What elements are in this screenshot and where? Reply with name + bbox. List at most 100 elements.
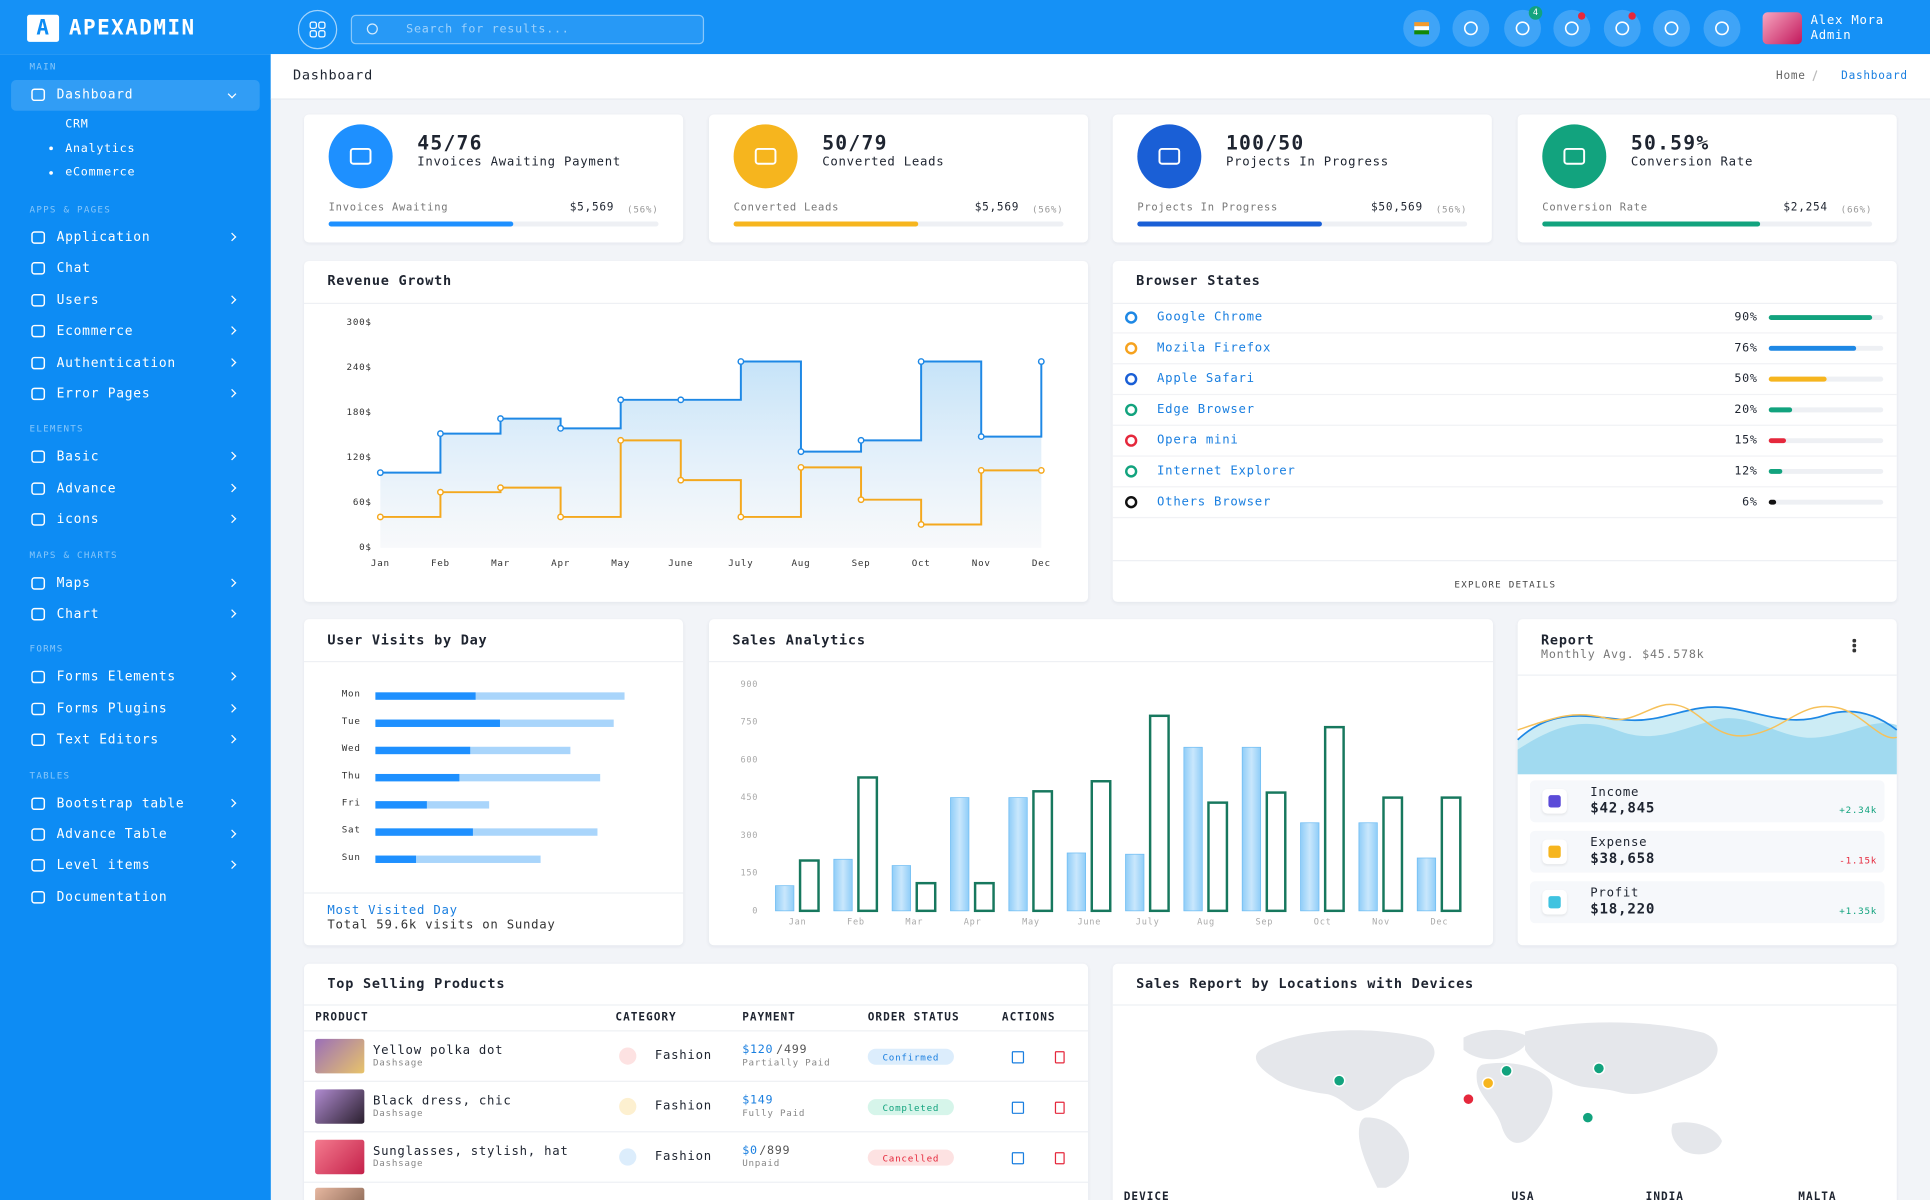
menu-dot[interactable]	[1852, 643, 1856, 647]
sidebar-icon-shape	[31, 450, 46, 464]
sales-bar	[1125, 853, 1145, 912]
sidebar-item[interactable]: Users	[56, 292, 100, 308]
payment-total: /499	[776, 1043, 808, 1057]
stat-card: 50/79 Converted Leads Converted Leads (56%)…	[708, 114, 1089, 243]
browser-name[interactable]: Apple Safari	[1157, 372, 1255, 386]
sidebar-item[interactable]: Chart	[56, 606, 100, 622]
card-title: Sales Analytics	[732, 632, 866, 649]
browser-name[interactable]: Mozila Firefox	[1157, 341, 1272, 356]
browser-card: Browser States Google Chrome 90% Mozila Fir…	[1112, 260, 1897, 602]
sidebar-item[interactable]: Ecommerce	[56, 323, 134, 339]
apps-icon-cell	[318, 21, 326, 29]
header-icon-button[interactable]: 4	[1504, 6, 1543, 47]
stat-value: 45/76	[417, 131, 483, 155]
stat-progress-bar	[1137, 221, 1323, 227]
sales-bar	[1265, 791, 1287, 913]
search-icon	[366, 23, 378, 35]
x-tick-label: Nov	[1372, 917, 1390, 927]
apps-icon-cell	[309, 30, 317, 38]
sidebar-icon	[31, 671, 46, 684]
sidebar-icon-shape	[31, 513, 46, 526]
sales-bar	[1382, 796, 1404, 913]
sidebar-item[interactable]: Text Editors	[56, 732, 159, 748]
menu-dot[interactable]	[1852, 648, 1856, 652]
y-tick-label: 60$	[353, 497, 372, 508]
delete-action[interactable]	[1054, 1101, 1065, 1114]
delete-action[interactable]	[1054, 1051, 1065, 1064]
continent	[1671, 1122, 1722, 1155]
edit-action[interactable]	[1011, 1051, 1025, 1064]
sidebar-item[interactable]: Maps	[56, 575, 91, 591]
sidebar-item[interactable]: Advance Table	[56, 827, 168, 842]
sidebar-icon-shape	[31, 356, 46, 369]
sidebar-subitem[interactable]: Analytics	[65, 141, 136, 156]
search-box[interactable]: Search for results...	[350, 14, 705, 45]
browser-name[interactable]: Internet Explorer	[1157, 464, 1296, 479]
sidebar-item[interactable]: Authentication	[56, 355, 176, 370]
order-status: Completed	[882, 1101, 940, 1113]
visit-bar	[375, 746, 471, 755]
y-tick-label: Thu	[342, 770, 361, 781]
sidebar-item[interactable]: Documentation	[56, 889, 168, 905]
sidebar-item[interactable]: Forms Plugins	[56, 701, 168, 717]
header-icon-button[interactable]	[1703, 9, 1741, 47]
world-map	[1255, 1022, 1722, 1188]
browser-name[interactable]: Opera mini	[1157, 433, 1239, 448]
sidebar-subitem[interactable]: CRM	[65, 117, 89, 132]
menu-dot[interactable]	[1852, 638, 1856, 642]
header-icon-button[interactable]	[1653, 9, 1690, 47]
visit-bar	[375, 719, 500, 727]
sidebar-heading: TABLES	[29, 769, 71, 781]
sidebar-subitem[interactable]: eCommerce	[65, 165, 136, 180]
apps-button[interactable]	[297, 9, 338, 50]
sidebar-item[interactable]: Dashboard	[56, 87, 134, 103]
delete-action[interactable]	[1054, 1152, 1065, 1165]
sidebar-heading: APPS & PAGES	[29, 203, 112, 215]
row-divider	[1112, 332, 1897, 334]
product-category: Fashion	[654, 1099, 712, 1114]
map-marker	[1500, 1064, 1513, 1078]
header-icon-button[interactable]	[1603, 9, 1641, 47]
sales-bar	[1440, 796, 1462, 913]
y-tick-label: Sun	[342, 852, 361, 863]
sidebar-item[interactable]: Level items	[56, 858, 151, 874]
browser-icon	[1125, 403, 1138, 417]
sidebar-item[interactable]: icons	[56, 512, 100, 528]
sales-bar	[1008, 797, 1028, 912]
y-tick-label: 0	[752, 906, 758, 916]
product-brand: Dashsage	[372, 1157, 424, 1169]
sidebar-item[interactable]: Error Pages	[56, 386, 151, 402]
stat-amount: $50,569	[1371, 201, 1423, 215]
sidebar-icon	[31, 576, 46, 590]
sidebar-item[interactable]: Bootstrap table	[56, 795, 185, 811]
revenue-line	[380, 360, 1043, 474]
sidebar-item[interactable]: Forms Elements	[56, 670, 176, 685]
icon-shape	[1515, 21, 1530, 36]
stat-progress-bar	[328, 221, 514, 227]
header-icon-button[interactable]	[1403, 9, 1441, 47]
y-tick-label: Sat	[342, 825, 361, 836]
sidebar-item[interactable]: Chat	[56, 261, 91, 277]
browser-name[interactable]: Edge Browser	[1157, 403, 1255, 417]
sidebar-item[interactable]: Application	[56, 230, 151, 245]
x-tick-label: Dec	[1430, 917, 1448, 927]
browser-name[interactable]: Others Browser	[1157, 495, 1272, 509]
y-tick-label: 150	[740, 869, 758, 879]
header-icon-button[interactable]	[1452, 9, 1490, 47]
apps-icon-cell	[318, 30, 326, 38]
sidebar-icon	[31, 890, 46, 904]
sidebar-item[interactable]: Basic	[56, 449, 100, 465]
stat-icon-shape	[754, 147, 777, 165]
visits-card: User Visits by Day Mon Tue Wed Thu Fri Sat Sun M…	[304, 619, 684, 946]
stat-label: Invoices Awaiting Payment	[417, 155, 621, 170]
edit-action[interactable]	[1011, 1152, 1025, 1165]
browser-icon	[1125, 342, 1138, 355]
browser-name[interactable]: Google Chrome	[1157, 310, 1263, 325]
sidebar-item[interactable]: Advance	[56, 481, 117, 496]
visit-bar	[375, 692, 476, 700]
explore-button[interactable]: EXPLORE DETAILS	[1454, 579, 1557, 591]
visit-bar	[375, 855, 541, 863]
header-icon-button[interactable]	[1553, 9, 1591, 47]
avatar[interactable]	[1762, 12, 1802, 45]
edit-action[interactable]	[1011, 1101, 1025, 1114]
